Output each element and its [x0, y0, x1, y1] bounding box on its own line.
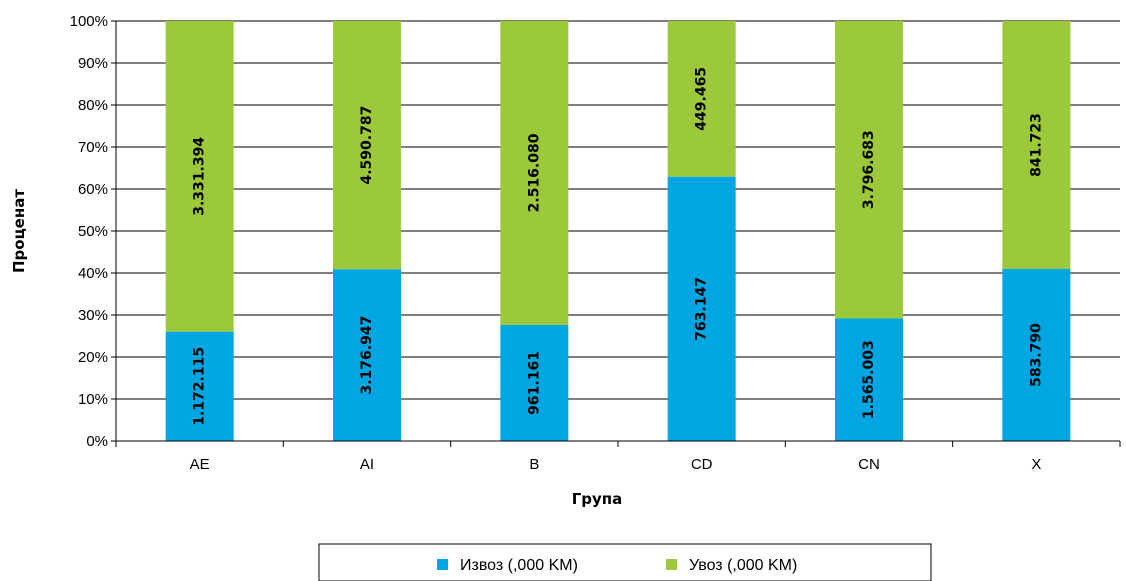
bar-x-series-0	[1002, 268, 1071, 441]
y-tick-label: 10%	[78, 391, 108, 408]
data-label: 449.465	[694, 67, 710, 131]
axes	[111, 20, 1121, 447]
x-tick-label: AE	[190, 456, 210, 473]
bar-ae-series-0	[165, 331, 234, 441]
data-label: 961.161	[526, 351, 542, 415]
legend-label-izvoz: Извоз (,000 KM)	[460, 557, 578, 574]
legend: Извоз (,000 KM) Увоз (,000 KM)	[318, 543, 932, 581]
legend-label-uvoz: Увоз (,000 KM)	[689, 557, 797, 574]
data-label: 3.176.947	[359, 316, 375, 395]
data-label: 763.147	[694, 277, 710, 341]
bar-cn-series-1	[835, 21, 903, 319]
y-tick-label: 60%	[78, 181, 108, 198]
data-label: 3.331.394	[192, 137, 208, 216]
bar-x-series-1	[1002, 21, 1071, 269]
data-label: 2.516.080	[526, 133, 542, 212]
bar-ai-series-0	[333, 269, 401, 441]
gridlines	[116, 20, 1120, 442]
x-axis-title: Група	[572, 490, 623, 508]
legend-box	[318, 543, 932, 581]
bar-ae-series-1	[165, 21, 234, 332]
bar-b-series-1	[500, 21, 569, 325]
data-label: 3.796.683	[861, 130, 877, 209]
data-label: 1.565.003	[861, 340, 877, 419]
y-tick-label: 80%	[78, 97, 108, 114]
y-tick-label: 0%	[86, 433, 108, 450]
bar-b-series-0	[500, 324, 569, 441]
y-tick-label: 70%	[78, 139, 108, 156]
x-tick-label: CN	[858, 456, 880, 473]
y-tick-label: 50%	[78, 223, 108, 240]
legend-swatch-izvoz	[437, 559, 448, 570]
x-tick-label: AI	[360, 456, 374, 473]
x-tick-label: B	[529, 456, 539, 473]
tick-labels: 0% 10% 20% 30% 40% 50% 60% 70% 80% 90% 100% AE AI B CD…	[70, 13, 1042, 473]
y-tick-label: 100%	[70, 13, 108, 30]
y-axis-title: Проценат	[10, 189, 28, 273]
y-tick-label: 20%	[78, 349, 108, 366]
bar-cd-series-0	[667, 176, 736, 442]
bar-cd-series-1	[667, 21, 736, 177]
y-tick-label: 40%	[78, 265, 108, 282]
bars: 1.172.115 3.331.394 3.176.947 4.590.787 961.…	[165, 21, 1071, 442]
bar-cn-series-0	[835, 318, 903, 441]
y-tick-label: 90%	[78, 55, 108, 72]
x-tick-label: X	[1031, 456, 1041, 473]
bar-ai-series-1	[333, 21, 401, 270]
x-tick-label: CD	[691, 456, 713, 473]
legend-swatch-uvoz	[666, 559, 677, 570]
data-label: 4.590.787	[359, 106, 375, 185]
data-label: 583.790	[1028, 323, 1044, 387]
data-label: 1.172.115	[192, 347, 208, 426]
data-label: 841.723	[1028, 113, 1044, 177]
y-tick-label: 30%	[78, 307, 108, 324]
